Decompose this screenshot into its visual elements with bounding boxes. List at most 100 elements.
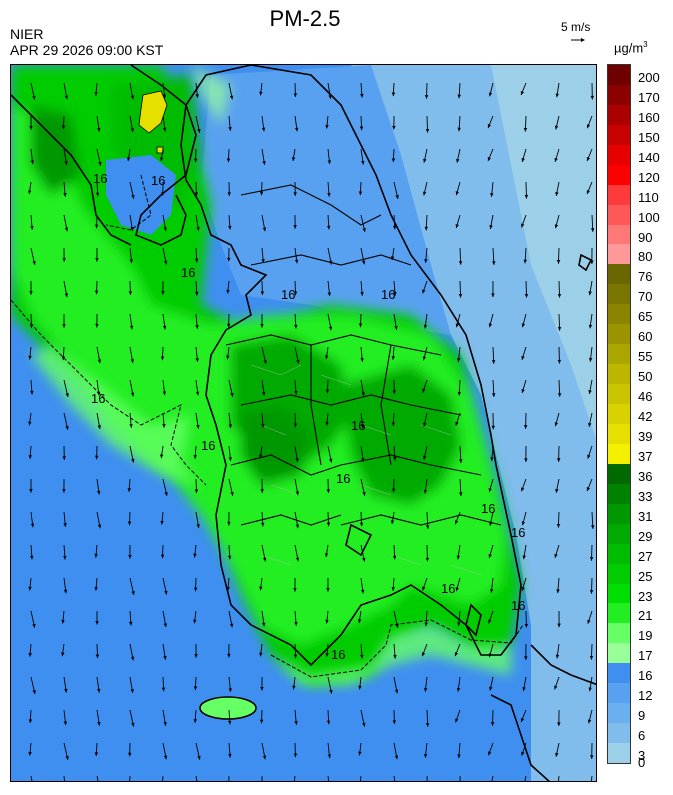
- wind-arrow-head: [358, 191, 363, 196]
- wind-arrow-head: [95, 621, 99, 625]
- wind-arrow-head: [62, 324, 66, 328]
- colorbar-label: 150: [638, 129, 660, 145]
- wind-arrow-head: [194, 489, 199, 494]
- east-sea-lighter-area: [491, 65, 596, 440]
- colorbar-label: 160: [638, 109, 660, 125]
- wind-arrow-head: [227, 323, 231, 328]
- contour-label: 16: [201, 438, 215, 453]
- colorbar-segment: [608, 184, 630, 206]
- wind-arrow-head: [488, 92, 493, 97]
- wind-arrow-head: [393, 456, 397, 461]
- wind-arrow-head: [521, 355, 525, 360]
- wind-arrow-head: [487, 157, 492, 162]
- wind-arrow: [524, 775, 527, 781]
- wind-arrow: [327, 775, 330, 781]
- wind-arrow-head: [455, 587, 459, 592]
- wind-arrow-head: [557, 327, 562, 331]
- wind-arrow-head: [520, 718, 525, 723]
- wind-arrow-head: [193, 455, 197, 459]
- wind-arrow-head: [489, 588, 494, 593]
- colorbar-segment: [608, 503, 630, 525]
- wind-arrow-head: [196, 524, 200, 528]
- wind-arrow-head: [423, 324, 428, 329]
- wind-arrow-head: [326, 489, 331, 494]
- wind-arrow-head: [295, 524, 300, 529]
- wind-arrow-head: [227, 653, 231, 658]
- wind-arrow-head: [456, 687, 461, 692]
- wind-arrow-head: [195, 358, 199, 362]
- colorbar-segment: [608, 583, 630, 604]
- wind-arrow-head: [588, 291, 592, 296]
- wind-arrow-head: [259, 586, 263, 591]
- wind-arrow-head: [488, 488, 492, 493]
- wind-arrow-head: [524, 293, 529, 298]
- colorbar-segment: [608, 404, 630, 425]
- wind-arrow-head: [262, 755, 267, 760]
- wind-arrow-head: [425, 723, 430, 727]
- colorbar-label: 23: [638, 588, 653, 604]
- colorbar-segment: [608, 443, 630, 465]
- wind-arrow: [393, 775, 396, 781]
- contour-label: 16: [441, 581, 455, 596]
- wind-arrow-head: [554, 125, 559, 130]
- wind-arrow-head: [392, 555, 397, 560]
- wind-arrow-head: [163, 755, 168, 760]
- wind-arrow: [96, 775, 99, 781]
- wind-arrow-head: [295, 458, 299, 462]
- colorbar-label: 140: [638, 149, 660, 165]
- wind-arrow-head: [193, 587, 198, 592]
- colorbar-label: 12: [638, 688, 653, 704]
- wind-arrow-head: [229, 623, 234, 628]
- wind-arrow-head: [424, 95, 429, 99]
- wind-arrow-head: [64, 95, 69, 100]
- contour-label: 16: [511, 598, 525, 613]
- colorbar-label: 9: [638, 708, 646, 724]
- wind-arrow-head: [325, 355, 329, 360]
- wind-arrow-head: [489, 521, 493, 526]
- wind-arrow-head: [457, 622, 461, 626]
- wind-arrow-head: [162, 423, 166, 428]
- colorbar-label: 90: [638, 229, 653, 245]
- colorbar-segment: [608, 543, 630, 565]
- wind-arrow-head: [28, 751, 32, 756]
- wind-arrow-head: [162, 391, 167, 396]
- colorbar-label: 110: [638, 189, 659, 205]
- colorbar-segment: [608, 224, 630, 245]
- wind-arrow-head: [293, 225, 297, 229]
- wind-arrow-head: [329, 689, 333, 694]
- wind-arrow-head: [291, 157, 296, 162]
- colorbar-label: 33: [638, 488, 653, 504]
- wind-arrow-head: [391, 356, 396, 360]
- wind-arrow-head: [262, 161, 266, 165]
- contour-label: 16: [281, 287, 295, 302]
- wind-arrow-head: [555, 488, 559, 493]
- wind-arrow-head: [423, 753, 428, 758]
- wind-arrow-head: [394, 755, 399, 760]
- contour-label: 16: [91, 391, 105, 406]
- wind-arrow-head: [160, 356, 165, 361]
- wind-arrow-head: [557, 359, 562, 364]
- light-green-bands: [31, 65, 511, 685]
- colorbar-label: 19: [638, 628, 653, 644]
- wind-arrow-head: [196, 227, 200, 231]
- wind-arrow-head: [458, 459, 463, 463]
- wind-arrow-head: [294, 324, 298, 329]
- wind-arrow-head: [62, 456, 66, 460]
- wind-arrow-head: [164, 492, 168, 496]
- wind-arrow-head: [227, 257, 231, 262]
- wind-arrow-head: [325, 389, 330, 394]
- wind-arrow-head: [423, 687, 428, 692]
- wind-arrow-head: [29, 324, 34, 329]
- colorbar-segment: [608, 244, 630, 265]
- wind-arrow-head: [228, 457, 232, 462]
- wind-arrow-head: [358, 685, 362, 690]
- wind-arrow-head: [488, 554, 492, 558]
- wind-arrow-head: [128, 752, 132, 757]
- wind-arrow-head: [32, 690, 36, 694]
- colorbar-segment: [608, 65, 630, 86]
- wind-arrow-head: [29, 291, 33, 295]
- wind-arrow-head: [588, 390, 592, 394]
- wind-arrow-head: [490, 457, 494, 462]
- wind-arrow-head: [359, 126, 364, 131]
- colorbar-segment: [608, 643, 630, 664]
